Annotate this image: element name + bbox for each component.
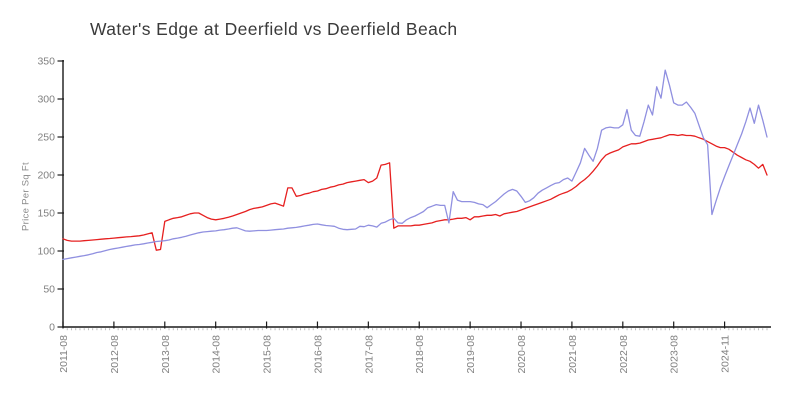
x-tick-label: 2012-08 xyxy=(109,335,121,374)
y-tick-label: 250 xyxy=(37,132,55,144)
y-tick-label: 200 xyxy=(37,170,55,182)
x-tick-label: 2011-08 xyxy=(58,335,70,373)
x-tick-label: 2013-08 xyxy=(160,335,172,374)
x-tick-label: 2021-08 xyxy=(567,335,579,374)
y-tick-label: 100 xyxy=(37,246,55,258)
y-tick-label: 50 xyxy=(43,284,55,296)
x-tick-label: 2014-08 xyxy=(211,335,223,374)
x-tick-label: 2023-08 xyxy=(669,335,681,374)
series-line-waters-edge xyxy=(62,134,768,251)
x-tick-label: 2017-08 xyxy=(363,335,375,374)
y-tick-label: 350 xyxy=(37,56,55,68)
y-tick-label: 300 xyxy=(37,94,55,106)
y-tick-label: 150 xyxy=(37,208,55,220)
y-tick-label: 0 xyxy=(49,322,55,334)
x-tick-label: 2019-08 xyxy=(465,335,477,374)
x-tick-label: 2022-08 xyxy=(618,335,630,374)
x-tick-label: 2016-08 xyxy=(312,335,324,374)
series-line-deerfield-beach xyxy=(62,69,768,261)
y-axis-title: Price Per Sq Ft xyxy=(20,162,32,231)
x-tick-label: 2015-08 xyxy=(262,335,274,374)
x-tick-label: 2018-08 xyxy=(414,335,426,374)
x-tick-label: 2020-08 xyxy=(516,335,528,374)
chart-title: Water's Edge at Deerfield vs Deerfield B… xyxy=(90,19,458,39)
x-tick-label: 2024-11 xyxy=(720,335,732,373)
